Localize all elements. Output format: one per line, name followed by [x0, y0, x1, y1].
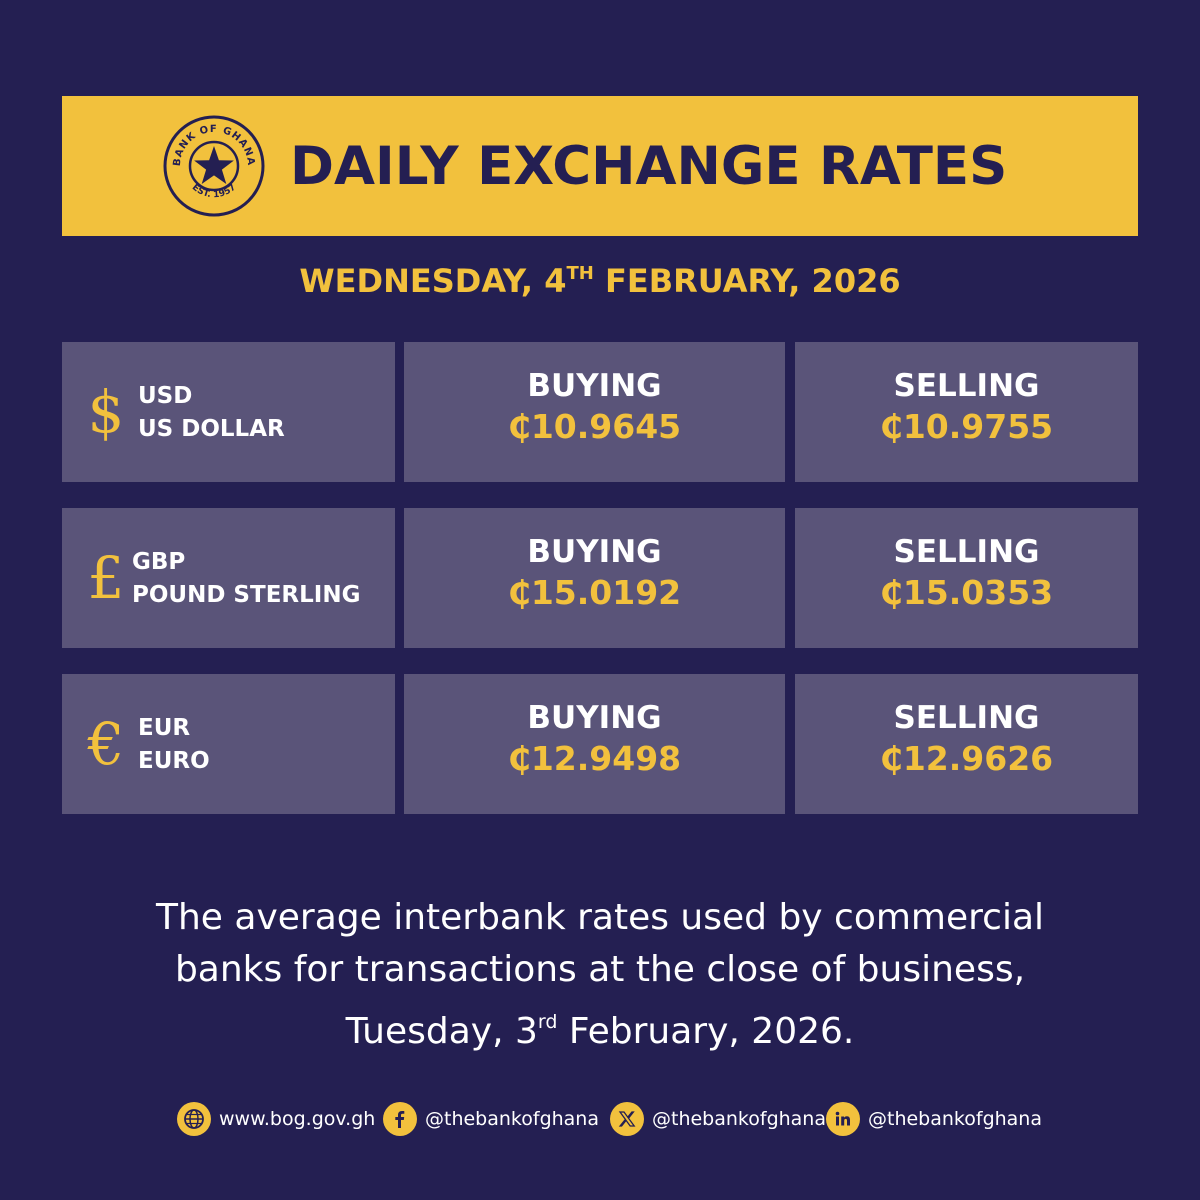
buying-label: BUYING	[527, 368, 662, 404]
currency-label: EUR EURO	[138, 712, 210, 778]
footer-note: The average interbank rates used by comm…	[0, 892, 1200, 1058]
currency-code: GBP	[132, 549, 186, 575]
currency-cell: € EUR EURO	[62, 674, 395, 814]
selling-label: SELLING	[893, 534, 1040, 570]
website-text: www.bog.gov.gh	[219, 1108, 376, 1130]
selling-cell: SELLING ₵15.0353	[795, 508, 1138, 648]
bank-of-ghana-logo: BANK OF GHANA EST. 1957	[163, 115, 265, 217]
footer-line-3-prefix: Tuesday, 3	[345, 1011, 538, 1052]
linkedin-link[interactable]: @thebankofghana	[826, 1096, 1042, 1142]
social-links: www.bog.gov.gh @thebankofghana @thebanko…	[0, 1096, 1200, 1142]
rate-row-eur: € EUR EURO BUYING ₵12.9498 SELLING ₵12.9…	[62, 674, 1138, 814]
rate-row-usd: $ USD US DOLLAR BUYING ₵10.9645 SELLING …	[62, 342, 1138, 482]
facebook-icon	[383, 1102, 417, 1136]
footer-line-2: banks for transactions at the close of b…	[174, 949, 1026, 990]
selling-rate: ₵10.9755	[879, 407, 1054, 446]
facebook-text: @thebankofghana	[425, 1108, 599, 1130]
currency-name: EURO	[138, 748, 210, 774]
selling-rate: ₵12.9626	[879, 739, 1054, 778]
selling-cell: SELLING ₵12.9626	[795, 674, 1138, 814]
logo-est-text: EST. 1957	[190, 183, 238, 201]
x-icon	[610, 1102, 644, 1136]
euro-icon: €	[87, 710, 125, 778]
date-rest: FEBRUARY, 2026	[593, 262, 901, 300]
currency-name: POUND STERLING	[132, 582, 361, 608]
currency-label: GBP POUND STERLING	[132, 546, 360, 612]
footer-line-3: Tuesday, 3rd February, 2026.	[0, 996, 1200, 1058]
buying-cell: BUYING ₵15.0192	[404, 508, 785, 648]
footer-line-3-rest: February, 2026.	[557, 1011, 855, 1052]
currency-label: USD US DOLLAR	[138, 380, 285, 446]
currency-code: USD	[138, 383, 193, 409]
page-title: DAILY EXCHANGE RATES	[290, 135, 1008, 197]
website-link[interactable]: www.bog.gov.gh	[177, 1096, 375, 1142]
svg-text:EST. 1957: EST. 1957	[190, 183, 238, 201]
currency-code: EUR	[138, 715, 191, 741]
linkedin-text: @thebankofghana	[868, 1108, 1042, 1130]
facebook-link[interactable]: @thebankofghana	[383, 1096, 599, 1142]
buying-cell: BUYING ₵10.9645	[404, 342, 785, 482]
linkedin-icon	[826, 1102, 860, 1136]
selling-label: SELLING	[893, 700, 1040, 736]
selling-label: SELLING	[893, 368, 1040, 404]
selling-cell: SELLING ₵10.9755	[795, 342, 1138, 482]
buying-cell: BUYING ₵12.9498	[404, 674, 785, 814]
buying-rate: ₵10.9645	[507, 407, 682, 446]
buying-rate: ₵15.0192	[507, 573, 682, 612]
rate-row-gbp: £ GBP POUND STERLING BUYING ₵15.0192 SEL…	[62, 508, 1138, 648]
footer-line-1: The average interbank rates used by comm…	[155, 897, 1045, 938]
footer-line-3-sup: rd	[537, 1011, 558, 1033]
selling-rate: ₵15.0353	[879, 573, 1054, 612]
pound-icon: £	[87, 544, 125, 612]
buying-label: BUYING	[527, 534, 662, 570]
x-link[interactable]: @thebankofghana	[610, 1096, 826, 1142]
date-prefix: WEDNESDAY, 4	[299, 262, 567, 300]
buying-rate: ₵12.9498	[507, 739, 682, 778]
globe-icon	[177, 1102, 211, 1136]
date-suffix: TH	[566, 263, 594, 284]
currency-cell: $ USD US DOLLAR	[62, 342, 395, 482]
star-icon	[194, 146, 234, 184]
currency-name: US DOLLAR	[138, 416, 285, 442]
header-banner: BANK OF GHANA EST. 1957 DAILY EXCHANGE R…	[62, 96, 1138, 236]
dollar-icon: $	[87, 378, 125, 446]
rate-date: WEDNESDAY, 4TH FEBRUARY, 2026	[0, 262, 1200, 300]
currency-cell: £ GBP POUND STERLING	[62, 508, 395, 648]
x-text: @thebankofghana	[652, 1108, 826, 1130]
buying-label: BUYING	[527, 700, 662, 736]
